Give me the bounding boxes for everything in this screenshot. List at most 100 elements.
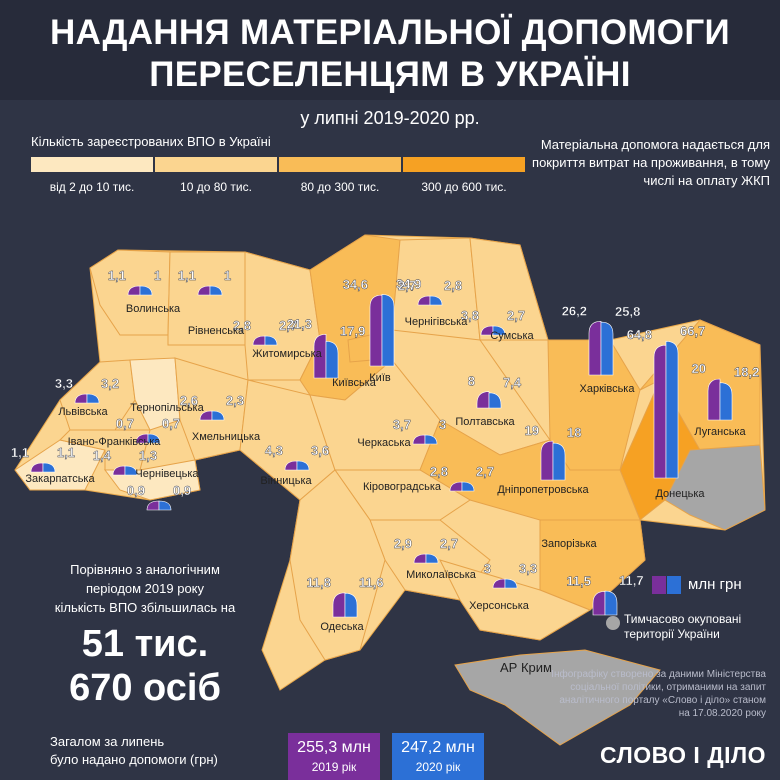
bar-2020 xyxy=(381,294,395,367)
legend-bin-swatch xyxy=(403,157,525,172)
regions-layer xyxy=(14,234,766,746)
value-label-2019: 21,3 xyxy=(287,316,312,331)
region-label: Миколаївська xyxy=(406,569,477,581)
bar-group-Хмельницька: 2,6 2,3 xyxy=(180,393,244,421)
comparison-text: Порівняно з аналогічним періодом 2019 ро… xyxy=(30,560,260,617)
totals-caption: Загалом за липень було надано допомоги (… xyxy=(50,733,218,769)
bar-2020 xyxy=(325,341,339,379)
legend-bin-swatch xyxy=(31,157,153,172)
bar-2020 xyxy=(552,442,566,481)
credits: Інфографіку створено за даними Міністерс… xyxy=(551,669,766,719)
value-label-2019: 2,8 xyxy=(233,318,251,333)
value-label-2020: 34,9 xyxy=(396,276,421,291)
total-2019-label: 2019 рік xyxy=(311,760,357,774)
value-label-2019: 64,8 xyxy=(627,327,652,342)
comparison-line-3: кількість ВПО збільшилась на xyxy=(54,600,236,615)
legend-swatch-2020 xyxy=(667,576,681,594)
bar-2019 xyxy=(313,334,327,379)
value-label-2019: 1,4 xyxy=(93,448,112,463)
bar-2019 xyxy=(707,378,721,421)
value-label-2020: 2,7 xyxy=(476,464,494,479)
region-label: Херсонська xyxy=(469,600,530,612)
bars-layer: 1,1 1 1,1 12,8 2,721,3 17,934,6 34,92,7 2,83,8 2… xyxy=(11,268,760,618)
region-label: Полтавська xyxy=(455,416,515,428)
region-Тернопільська xyxy=(129,357,181,431)
value-label-2019: 8 xyxy=(468,374,475,389)
region-label: Закарпатська xyxy=(25,473,95,485)
region-label: Хмельницька xyxy=(192,431,261,443)
bar-2019 xyxy=(146,500,160,511)
region-label: Вінницька xyxy=(260,475,312,487)
value-label-2020: 18,2 xyxy=(734,365,759,380)
title-line-1: НАДАННЯ МАТЕРІАЛЬНОЇ ДОПОМОГИ xyxy=(50,13,730,52)
value-label-2019: 1,1 xyxy=(108,268,126,283)
region-label: Івано-Франківська xyxy=(68,436,162,448)
value-label-2020: 25,8 xyxy=(615,304,640,319)
value-label-2019: 11,8 xyxy=(306,575,331,590)
bar-group-Київ: 34,6 34,9 xyxy=(342,276,422,367)
value-label-2019: 0,9 xyxy=(127,483,145,498)
value-label-2019: 1,1 xyxy=(178,268,196,283)
value-label-2020: 3,2 xyxy=(101,376,119,391)
bar-group-Рівненська: 1,1 1 xyxy=(178,268,231,296)
bar-2020 xyxy=(665,340,679,479)
total-2020-box: 247,2 млн 2020 рік xyxy=(392,733,484,780)
bar-2020 xyxy=(344,592,358,618)
totals-caption-line-1: Загалом за липень xyxy=(50,734,165,749)
region-Одеська xyxy=(289,469,386,661)
legend-title: Кількість зареєстрованих ВПО в Україні xyxy=(31,134,271,149)
total-2020-value: 247,2 млн xyxy=(401,739,475,756)
legend-swatch-2019 xyxy=(652,576,666,594)
value-label-2019: 34,6 xyxy=(343,277,368,292)
bar-2020 xyxy=(147,433,161,444)
value-label-2020: 2,7 xyxy=(279,318,297,333)
bar-2020 xyxy=(86,393,100,404)
bar-2020 xyxy=(424,434,438,445)
value-label-2020: 2,7 xyxy=(440,536,458,551)
legend-bin-label: 10 до 80 тис. xyxy=(180,180,252,194)
value-label-2020: 1,3 xyxy=(139,448,157,463)
value-label-2019: 26,2 xyxy=(562,303,587,318)
bar-2020 xyxy=(429,295,443,306)
bar-2020 xyxy=(124,465,138,476)
bar-group-Київська: 21,3 17,9 xyxy=(286,316,366,379)
legend-bin-label: 300 до 600 тис. xyxy=(421,180,507,194)
bar-2020 xyxy=(139,285,153,296)
region-label: Черкаська xyxy=(357,437,411,449)
occupied-label: Тимчасово окуповані території України xyxy=(624,612,741,642)
region-label: Дніпропетровська xyxy=(497,484,589,496)
bar-2020 xyxy=(600,321,614,376)
bar-2020 xyxy=(425,553,439,564)
bar-2020 xyxy=(504,578,518,589)
bar-2019 xyxy=(540,440,554,481)
region-Херсонська xyxy=(439,559,592,641)
comparison-line-2: періодом 2019 року xyxy=(85,581,205,596)
occupied-territory-donbas xyxy=(664,444,766,531)
bar-group-Львівська: 3,3 3,2 xyxy=(55,376,119,404)
bar-group-Одеська: 11,8 11,6 xyxy=(306,575,384,618)
bar-2019 xyxy=(653,344,667,479)
bar-2020 xyxy=(488,392,502,409)
crimea-label: АР Крим xyxy=(500,660,552,675)
bar-group-Чернігівська: 2,7 2,8 xyxy=(398,278,462,306)
bar-group-Чернівецька: 0,9 0,9 xyxy=(127,483,191,511)
bar-group-Кіровоградська: 2,8 2,7 xyxy=(430,464,494,492)
region-Хмельницька xyxy=(174,357,249,461)
region-label: Чернігівська xyxy=(405,316,469,328)
value-label-2020: 3 xyxy=(439,417,446,432)
region-label: Львівська xyxy=(58,406,108,418)
occupied-label-line-2: території України xyxy=(624,627,720,641)
region-label: Запорізька xyxy=(541,538,597,550)
logo: СЛОВО І ДІЛО xyxy=(600,742,766,768)
bar-group-Волинська: 1,1 1 xyxy=(108,268,161,296)
bar-group-Черкаська: 3,7 3 xyxy=(393,417,446,445)
region-label: Кіровоградська xyxy=(363,481,442,493)
bar-group-Житомирська: 2,8 2,7 xyxy=(233,318,297,346)
bar-2019 xyxy=(588,320,602,376)
value-label-2020: 1 xyxy=(154,268,161,283)
bar-group-Луганська: 20 18,2 xyxy=(691,361,760,421)
idp-increase-number: 51 тис. 670 осіб xyxy=(30,622,260,710)
idp-increase-line-2: 670 осіб xyxy=(69,667,221,709)
region-label: Донецька xyxy=(655,488,705,500)
region-label: Чернівецька xyxy=(135,468,199,480)
